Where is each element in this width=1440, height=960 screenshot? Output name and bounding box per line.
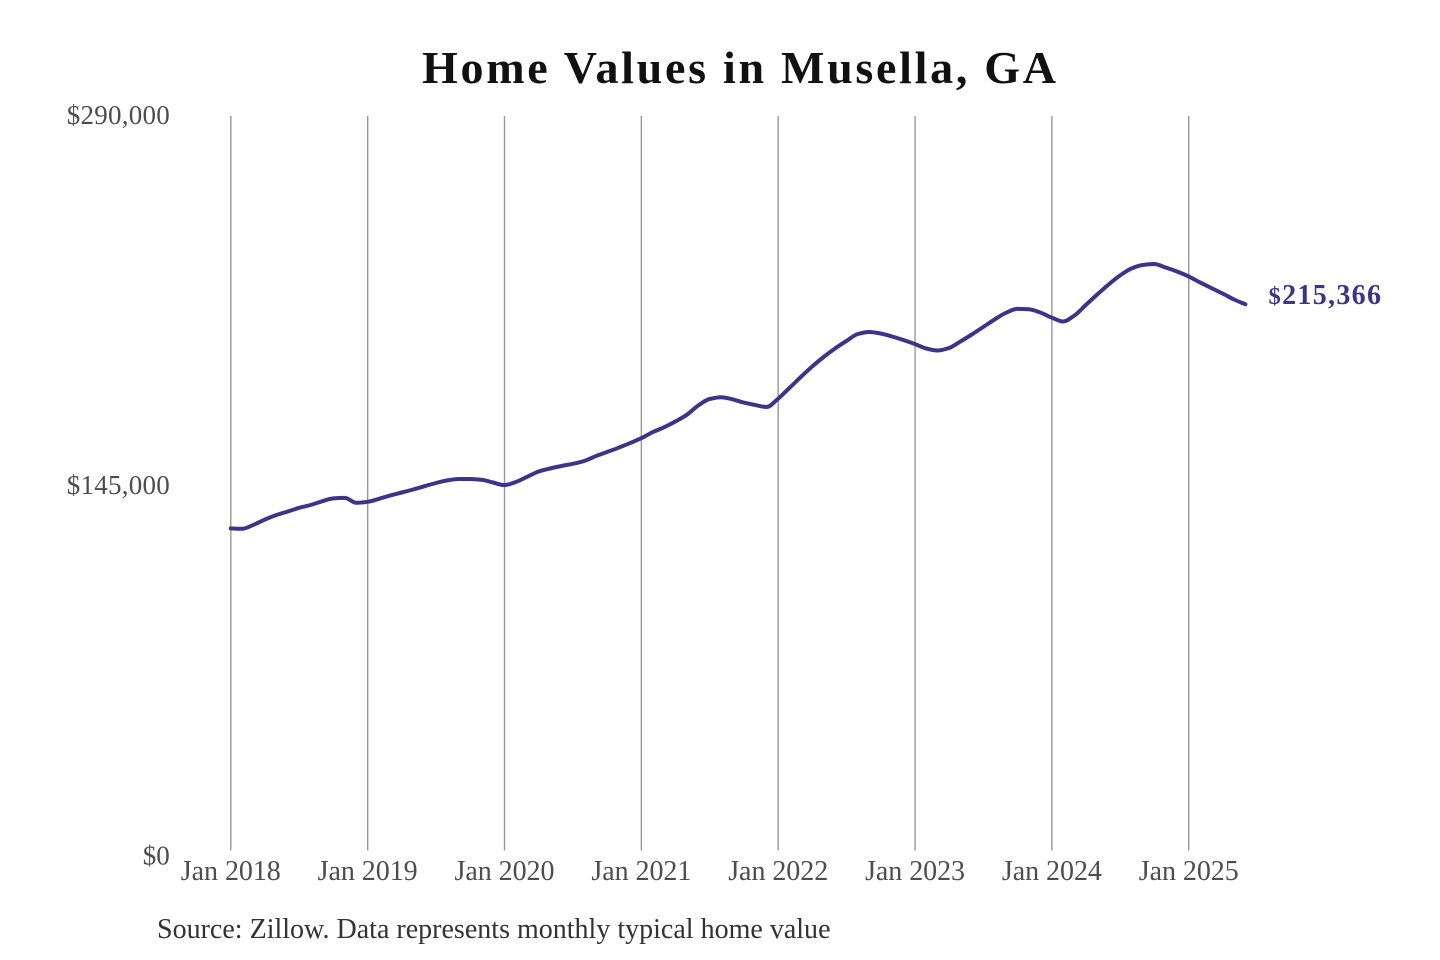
svg-text:$0: $0 xyxy=(143,841,170,871)
svg-text:Jan 2024: Jan 2024 xyxy=(1002,856,1102,887)
svg-text:Jan 2025: Jan 2025 xyxy=(1139,856,1239,887)
svg-text:$215,366: $215,366 xyxy=(1269,280,1382,311)
svg-text:Home Values in Musella, GA: Home Values in Musella, GA xyxy=(422,42,1056,93)
svg-text:$290,000: $290,000 xyxy=(67,100,170,130)
svg-text:Jan 2023: Jan 2023 xyxy=(865,856,965,887)
svg-text:Source: Zillow. Data represent: Source: Zillow. Data represents monthly … xyxy=(157,914,831,945)
svg-text:Jan 2020: Jan 2020 xyxy=(455,856,555,887)
svg-text:Jan 2021: Jan 2021 xyxy=(591,856,691,887)
svg-text:Jan 2019: Jan 2019 xyxy=(318,856,418,887)
svg-text:Jan 2022: Jan 2022 xyxy=(728,856,828,887)
svg-text:Jan 2018: Jan 2018 xyxy=(181,856,281,887)
svg-text:$145,000: $145,000 xyxy=(67,470,170,500)
